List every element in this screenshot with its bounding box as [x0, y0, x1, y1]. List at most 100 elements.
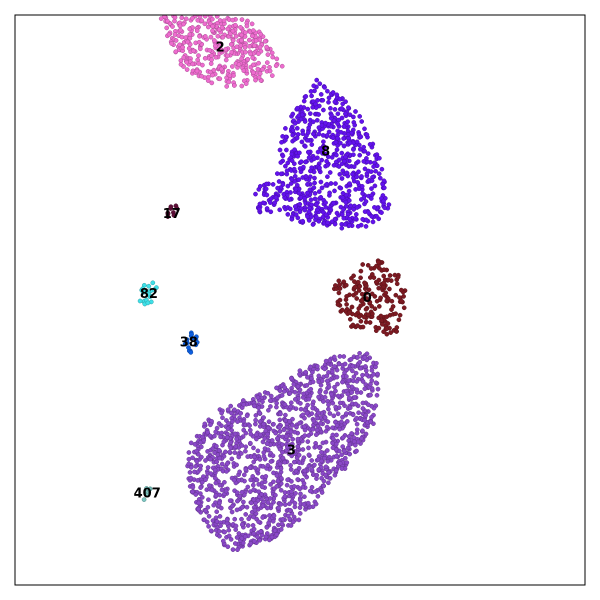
scatter-point: [202, 421, 208, 427]
scatter-point: [267, 200, 273, 205]
scatter-point: [253, 421, 258, 427]
scatter-point: [339, 176, 345, 181]
scatter-point: [346, 395, 352, 401]
scatter-point: [228, 440, 234, 445]
scatter-point: [228, 42, 234, 47]
scatter-point: [337, 297, 343, 303]
scatter-point: [343, 411, 349, 416]
scatter-point: [208, 471, 214, 476]
scatter-point: [206, 524, 211, 529]
scatter-point: [190, 489, 195, 495]
scatter-point: [339, 307, 345, 313]
scatter-point: [215, 33, 221, 39]
scatter-point: [234, 490, 240, 495]
scatter-point: [289, 216, 295, 222]
scatter-point: [375, 386, 381, 392]
scatter-point: [169, 41, 174, 46]
scatter-point: [386, 202, 392, 207]
scatter-point: [258, 31, 264, 37]
scatter-point: [261, 421, 267, 427]
scatter-point: [296, 190, 302, 196]
scatter-point: [313, 214, 319, 220]
scatter-point: [325, 459, 331, 464]
scatter-point: [172, 18, 177, 24]
scatter-point: [145, 300, 151, 306]
scatter-point: [195, 17, 201, 23]
scatter-point: [330, 400, 336, 406]
scatter-point: [217, 455, 223, 461]
scatter-point: [281, 191, 287, 197]
scatter-point: [239, 83, 245, 89]
scatter-point: [217, 500, 222, 506]
scatter-point: [318, 420, 323, 426]
scatter-point: [353, 401, 359, 407]
scatter-point: [359, 119, 365, 124]
scatter-point: [362, 280, 367, 286]
scatter-point: [281, 427, 287, 433]
scatter-point: [209, 80, 215, 86]
scatter-point: [257, 410, 263, 416]
scatter-point: [377, 155, 382, 161]
scatter-point: [199, 495, 205, 500]
scatter-point: [277, 188, 283, 194]
scatter-point: [297, 371, 302, 377]
scatter-point: [279, 442, 285, 447]
scatter-point: [352, 279, 357, 284]
scatter-point: [223, 449, 228, 455]
scatter-point: [224, 84, 230, 89]
scatter-point: [219, 410, 224, 416]
scatter-point: [384, 298, 390, 304]
scatter-point: [311, 131, 316, 137]
scatter-point: [220, 415, 225, 421]
scatter-point: [347, 181, 352, 186]
scatter-point: [299, 112, 305, 118]
scatter-point: [271, 479, 276, 485]
scatter-point: [345, 132, 351, 137]
scatter-point: [288, 467, 294, 472]
scatter-point: [194, 334, 199, 340]
scatter-point: [185, 39, 191, 45]
scatter-point: [268, 459, 274, 464]
scatter-point: [328, 207, 334, 213]
scatter-point: [318, 92, 324, 97]
scatter-point: [256, 74, 262, 80]
scatter-point: [251, 445, 256, 451]
scatter-point: [302, 494, 307, 500]
scatter-point: [376, 285, 382, 291]
scatter-point: [369, 303, 375, 309]
scatter-point: [221, 18, 227, 24]
scatter-point: [308, 89, 314, 94]
scatter-point: [369, 378, 375, 383]
scatter-point: [265, 463, 271, 468]
scatter-point: [283, 412, 288, 418]
scatter-point: [224, 434, 230, 440]
scatter-point: [242, 534, 248, 539]
cluster-3: [185, 350, 381, 553]
scatter-point: [232, 431, 238, 437]
scatter-point: [207, 48, 213, 53]
scatter-point: [315, 97, 320, 103]
scatter-point: [259, 491, 264, 497]
scatter-point: [305, 106, 311, 112]
scatter-point: [262, 436, 268, 441]
scatter-point: [362, 355, 368, 360]
scatter-point: [279, 139, 284, 145]
scatter-point: [339, 452, 344, 458]
scatter-point: [246, 37, 252, 43]
cluster-label-17: 17: [163, 207, 181, 222]
scatter-point: [253, 413, 259, 418]
scatter-point: [369, 178, 375, 183]
scatter-point: [330, 436, 336, 442]
scatter-point: [217, 533, 222, 539]
scatter-point: [341, 136, 346, 141]
scatter-point: [211, 38, 217, 43]
scatter-point: [358, 268, 364, 274]
scatter-point: [184, 67, 190, 72]
scatter-point: [240, 398, 246, 403]
scatter-point: [228, 445, 234, 451]
scatter-point: [346, 105, 351, 110]
scatter-point: [237, 469, 242, 475]
scatter-point: [369, 213, 375, 219]
scatter-point: [347, 451, 353, 457]
scatter-point: [279, 393, 285, 398]
